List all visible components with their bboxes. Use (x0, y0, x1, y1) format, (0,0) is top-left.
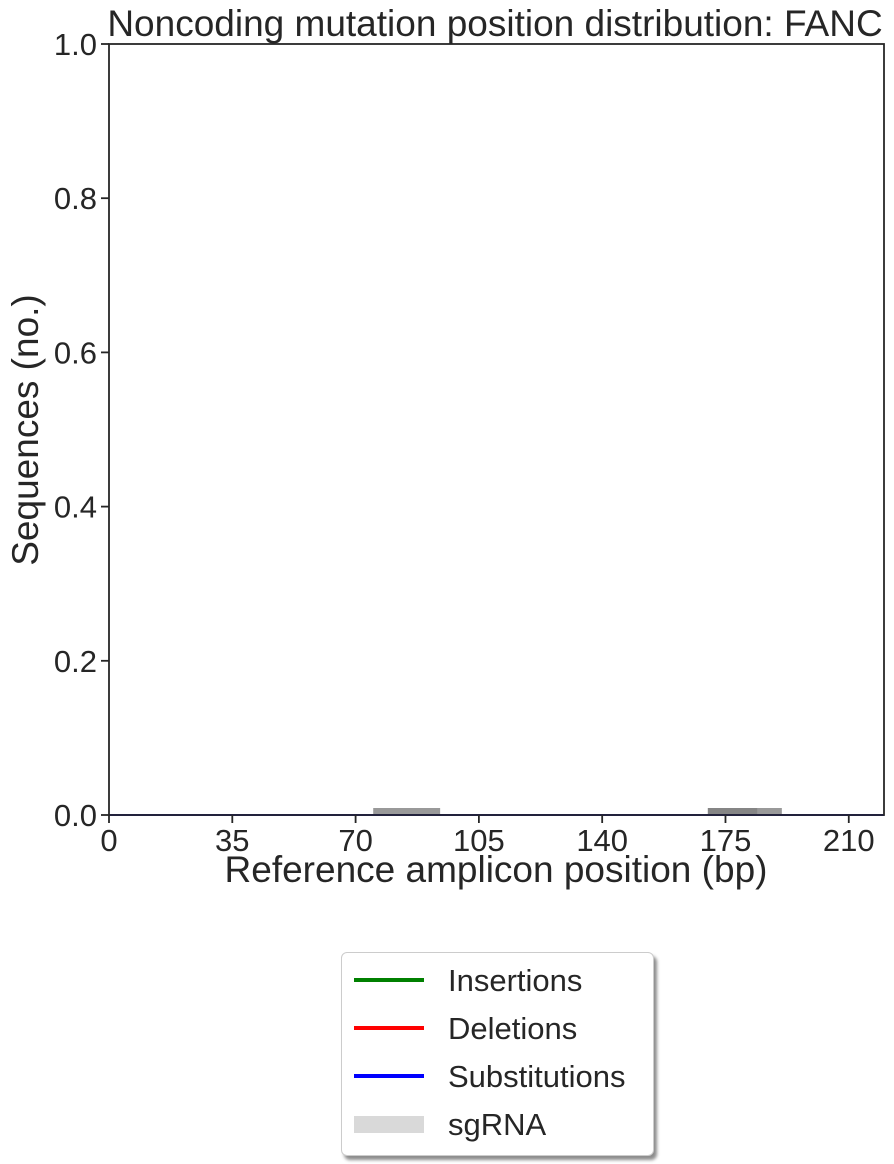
legend-item-sgrna: sgRNA (342, 1105, 653, 1145)
x-tick-label: 35 (215, 823, 249, 858)
sgrna-bar-2 (707, 808, 758, 815)
y-tick-label: 0.4 (54, 490, 97, 525)
y-tick-label: 0.0 (54, 798, 97, 833)
legend-label-insertions: Insertions (448, 963, 583, 998)
x-tick-label: 105 (453, 823, 505, 858)
legend-label-sgrna: sgRNA (448, 1107, 547, 1142)
y-axis-label: Sequences (no.) (5, 294, 46, 566)
legend-swatch-substitutions (354, 1074, 424, 1078)
plot-background (109, 44, 884, 815)
sgrna-bar-0 (373, 808, 441, 815)
sgrna-bars (373, 808, 782, 815)
x-tick-label: 175 (700, 823, 752, 858)
x-tick-label: 210 (823, 823, 875, 858)
chart-title: Noncoding mutation position distribution… (107, 3, 882, 44)
legend-swatch-deletions (354, 1026, 424, 1030)
legend-label-substitutions: Substitutions (448, 1059, 626, 1094)
legend: Insertions Deletions Substitutions sgRNA (341, 952, 654, 1156)
legend-label-deletions: Deletions (448, 1011, 578, 1046)
legend-item-insertions: Insertions (342, 961, 653, 1001)
legend-swatch-insertions (354, 978, 424, 982)
y-tick-label: 0.8 (54, 181, 97, 216)
x-axis-label: Reference amplicon position (bp) (225, 849, 768, 890)
axes-frame (108, 43, 885, 816)
chart: Noncoding mutation position distribution… (5, 3, 885, 890)
legend-swatch-sgrna (354, 1116, 424, 1133)
legend-item-deletions: Deletions (342, 1009, 653, 1049)
axes: 0.0 0.2 0.4 0.6 0.8 1.0 0 35 70 105 140 175 210 (54, 27, 885, 858)
y-tick-label: 0.6 (54, 335, 97, 370)
legend-item-substitutions: Substitutions (342, 1057, 653, 1097)
y-tick-label: 1.0 (54, 27, 97, 62)
y-tick-label: 0.2 (54, 644, 97, 679)
x-tick-label: 70 (338, 823, 372, 858)
x-tick-label: 0 (100, 823, 117, 858)
x-tick-label: 140 (576, 823, 628, 858)
plot-area (109, 44, 884, 815)
